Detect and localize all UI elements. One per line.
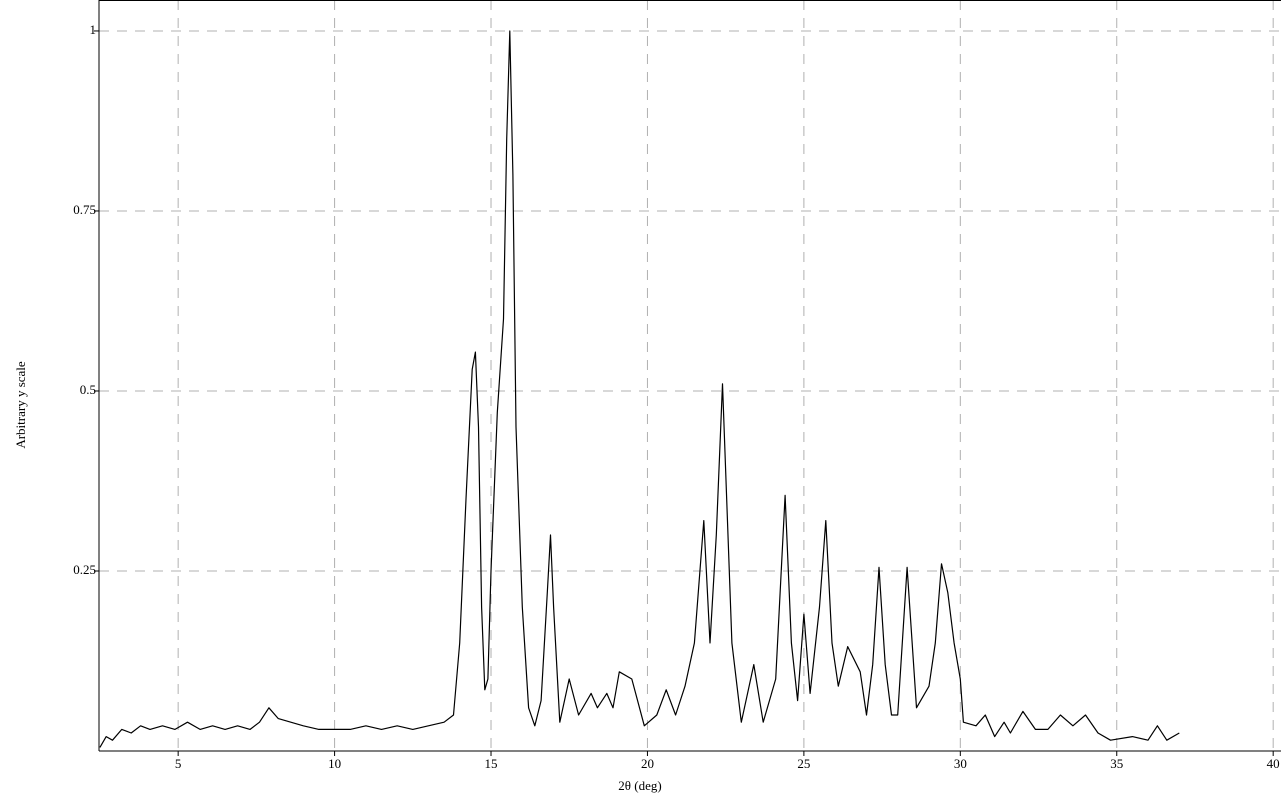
x-tick-label: 10 — [328, 756, 341, 771]
x-tick-label: 20 — [641, 756, 654, 771]
x-tick-label: 30 — [954, 756, 967, 771]
x-axis-label: 2θ (deg) — [618, 778, 661, 793]
y-tick-label: 0.25 — [73, 562, 96, 577]
y-tick-label: 0.75 — [73, 202, 96, 217]
x-tick-label: 40 — [1267, 756, 1280, 771]
x-tick-label: 15 — [485, 756, 498, 771]
x-tick-label: 5 — [175, 756, 182, 771]
y-tick-label: 1 — [90, 22, 97, 37]
y-axis-label: Arbitrary y scale — [13, 361, 28, 449]
x-tick-label: 25 — [797, 756, 810, 771]
data-line — [99, 30, 1180, 748]
y-tick-label: 0.5 — [80, 382, 96, 397]
x-tick-label: 35 — [1110, 756, 1123, 771]
